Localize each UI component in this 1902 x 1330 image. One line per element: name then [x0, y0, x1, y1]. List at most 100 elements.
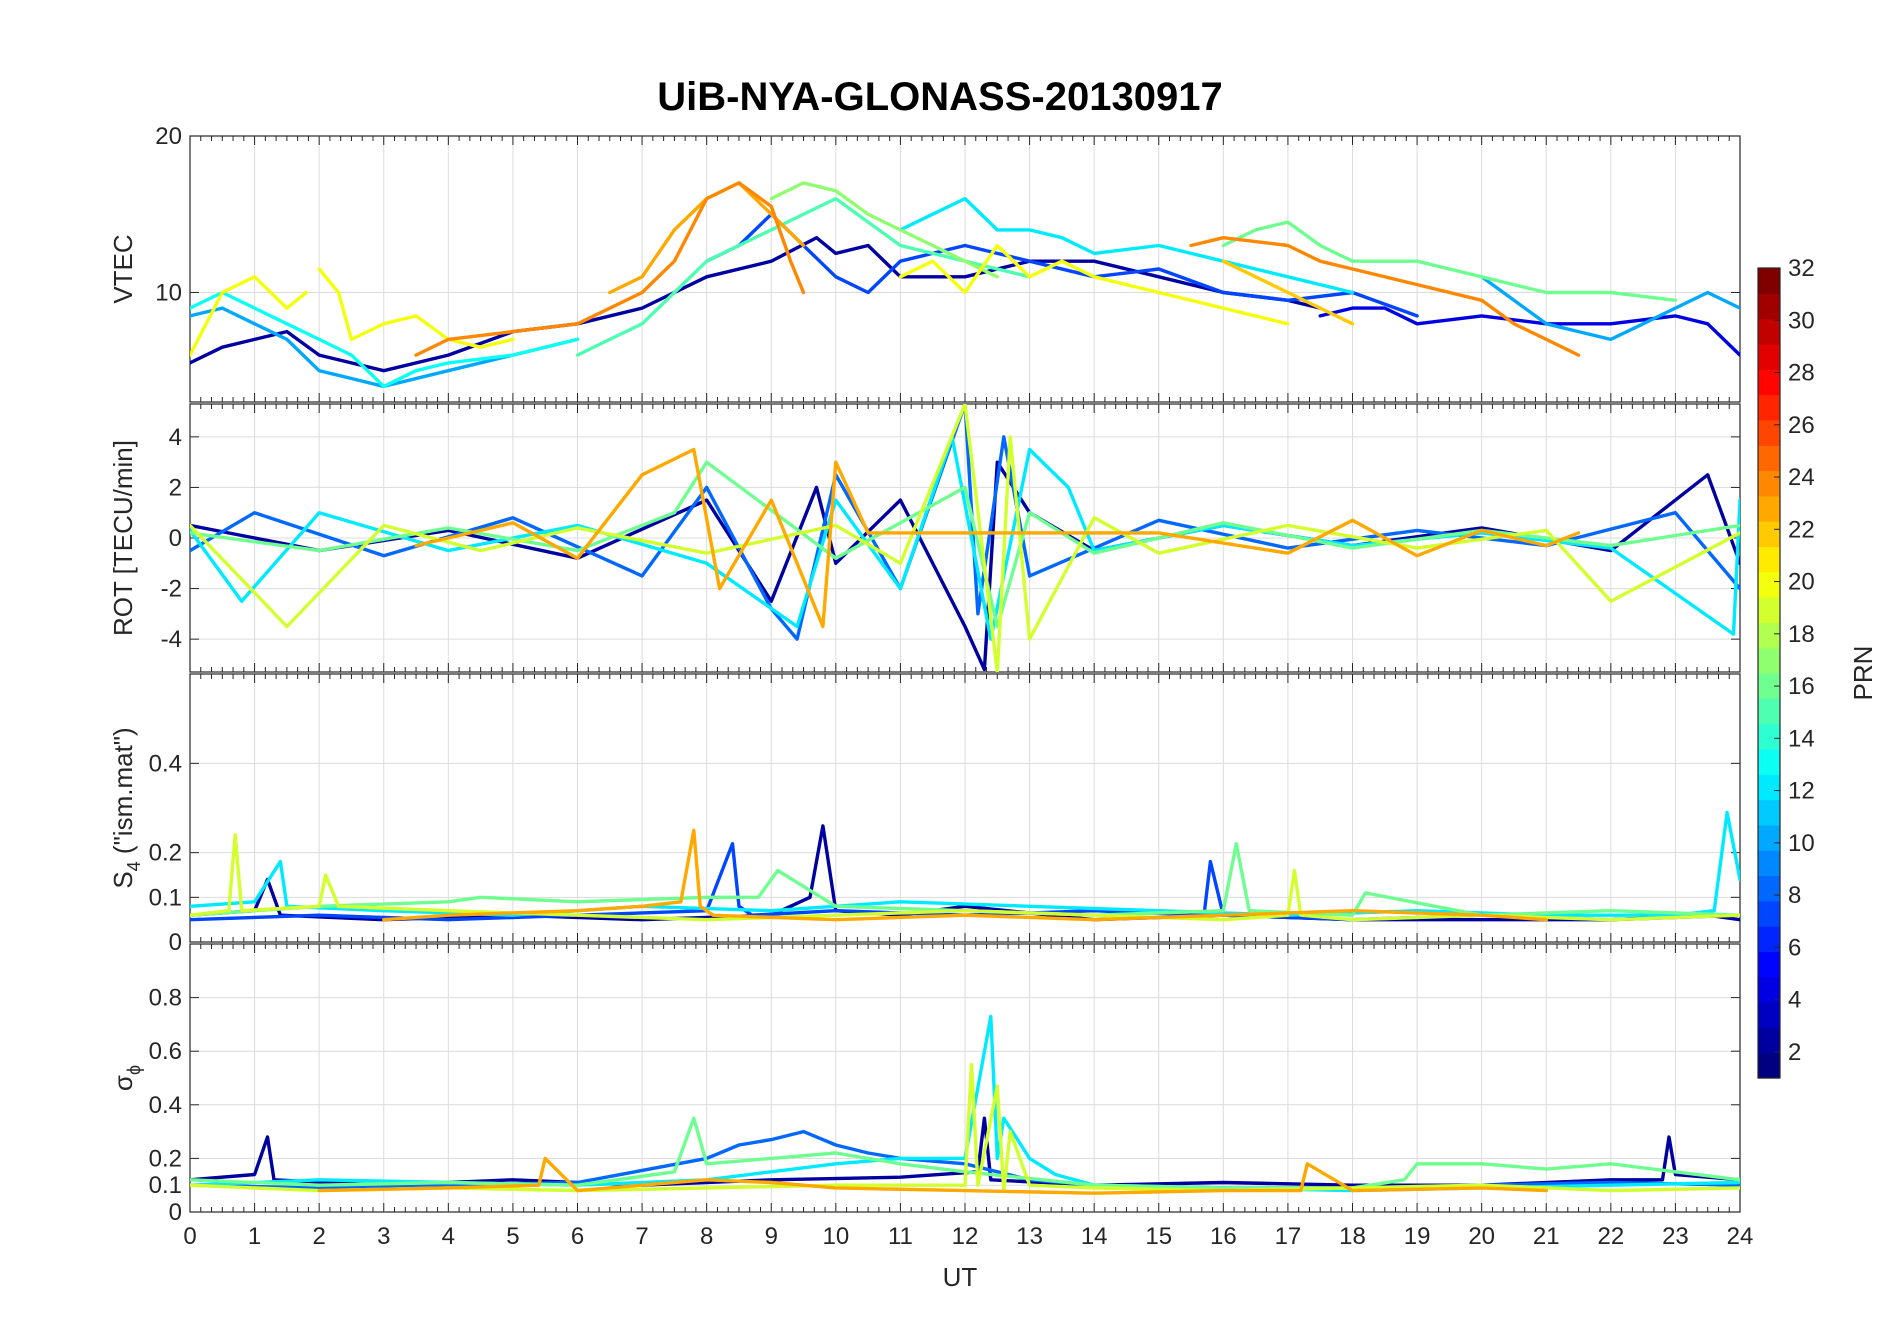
x-tick-label: 19	[1404, 1223, 1431, 1250]
series-line-prn-2	[190, 235, 1322, 373]
colorbar-tick-label: 20	[1788, 569, 1815, 596]
y-tick-label: 0.2	[149, 1145, 182, 1172]
series-line-prn-24	[1189, 235, 1581, 357]
colorbar-swatch	[1758, 293, 1780, 320]
x-tick-label: 8	[700, 1223, 713, 1250]
series-line-prn-12	[898, 196, 1355, 295]
series-line-prn-20	[317, 267, 515, 349]
x-tick-label: 22	[1597, 1223, 1624, 1250]
series-line-prn-24	[414, 181, 806, 357]
x-tick-label: 21	[1533, 1223, 1560, 1250]
colorbar-tick-label: 30	[1788, 307, 1815, 334]
x-tick-label: 5	[506, 1223, 519, 1250]
colorbar-swatch	[1758, 445, 1780, 472]
colorbar-swatch	[1758, 318, 1780, 345]
y-tick-label: -4	[161, 626, 182, 653]
colorbar-swatch	[1758, 1002, 1780, 1028]
traces-s4	[190, 810, 1740, 922]
series-line-prn-10	[1479, 275, 1740, 342]
series-line-prn-17	[769, 181, 999, 279]
colorbar-tick-label: 12	[1788, 778, 1815, 805]
colorbar-tick-label: 26	[1788, 412, 1815, 439]
colorbar-label: PRN	[1848, 646, 1878, 701]
colorbar-tick-label: 14	[1788, 725, 1815, 752]
colorbar-swatch	[1758, 951, 1780, 978]
y-tick-label: 10	[155, 279, 182, 306]
y-tick-label: 0	[169, 929, 182, 956]
x-tick-label: 23	[1662, 1223, 1689, 1250]
colorbar-tick-label: 32	[1788, 255, 1815, 282]
colorbar-swatch	[1758, 799, 1780, 826]
colorbar-swatch	[1758, 748, 1780, 775]
colorbar-swatch	[1758, 1027, 1780, 1054]
x-tick-label: 13	[1016, 1223, 1043, 1250]
series-line-prn-19	[190, 404, 1740, 672]
colorbar-swatch	[1758, 622, 1780, 649]
colorbar-tick-label: 28	[1788, 360, 1815, 387]
x-tick-label: 1	[248, 1223, 261, 1250]
y-tick-label: 0	[169, 525, 182, 552]
colorbar-swatch	[1758, 900, 1780, 927]
colorbar-tick-label: 6	[1788, 934, 1801, 961]
y-tick-label: 4	[169, 424, 182, 451]
y-tick-label: -2	[161, 576, 182, 603]
series-line-prn-23	[414, 447, 1581, 629]
y-axis-label-s4: S4 ("ism.mat")	[108, 727, 144, 888]
chart-title: UiB-NYA-GLONASS-20130917	[657, 75, 1222, 119]
series-line-prn-4	[1318, 306, 1740, 357]
series-line-prn-15	[575, 196, 1032, 357]
colorbar-swatch	[1758, 723, 1780, 750]
series-line-prn-22	[1221, 259, 1355, 326]
colorbar-swatch	[1758, 673, 1780, 699]
y-axis-label-rot: ROT [TECU/min]	[108, 440, 138, 636]
colorbar-swatch	[1758, 774, 1780, 801]
panel-s4: 0 0.1 0.2 0.4S4 ("ism.mat")	[108, 673, 1741, 956]
colorbar-tick-label: 16	[1788, 673, 1815, 700]
y-tick-label: 0.2	[149, 840, 182, 867]
colorbar-tick-label: 18	[1788, 621, 1815, 648]
x-tick-label: 9	[765, 1223, 778, 1250]
panel-vtec: 10 20 VTEC	[108, 123, 1741, 403]
colorbar-swatch	[1758, 419, 1780, 446]
series-line-prn-20	[898, 243, 1290, 326]
x-tick-label: 3	[377, 1223, 390, 1250]
x-tick-label: 15	[1145, 1223, 1172, 1250]
y-tick-label: 0.1	[149, 1172, 182, 1199]
colorbar-tick-label: 4	[1788, 987, 1801, 1014]
colorbar-swatch	[1758, 546, 1780, 573]
colorbar-swatch	[1758, 1052, 1780, 1079]
traces-sigma	[190, 1014, 1740, 1195]
series-line-prn-19	[190, 833, 1740, 922]
y-tick-label: 0.4	[149, 750, 182, 777]
series-line-prn-2	[190, 460, 1740, 672]
y-tick-label: 0.8	[149, 985, 182, 1012]
series-line-prn-23	[317, 1156, 1549, 1195]
x-tick-label: 20	[1468, 1223, 1495, 1250]
series-line-prn-16	[190, 460, 1740, 629]
y-axis-label-sigma: σϕ	[108, 1065, 144, 1091]
colorbar-swatch	[1758, 976, 1780, 1003]
x-tick-label: 24	[1727, 1223, 1754, 1250]
colorbar-swatch	[1758, 521, 1780, 548]
series-line-prn-10	[190, 306, 580, 389]
x-axis-label: UT	[943, 1262, 978, 1292]
colorbar-swatch	[1758, 343, 1780, 370]
y-tick-label: 0.4	[149, 1092, 182, 1119]
series-line-prn-16	[1221, 220, 1678, 302]
y-tick-label: 0.1	[149, 884, 182, 911]
x-tick-label: 12	[952, 1223, 979, 1250]
colorbar-swatch	[1758, 698, 1780, 725]
colorbar-tick-label: 22	[1788, 516, 1815, 543]
y-tick-label: 0	[169, 1199, 182, 1226]
colorbar-swatch	[1758, 647, 1780, 674]
x-tick-label: 18	[1339, 1223, 1366, 1250]
colorbar-swatch	[1758, 926, 1780, 953]
traces-vtec	[190, 181, 1740, 389]
colorbar-swatch	[1758, 571, 1780, 598]
colorbar-frame	[1757, 267, 1781, 1079]
x-tick-label: 7	[635, 1223, 648, 1250]
x-tick-label: 2	[312, 1223, 325, 1250]
